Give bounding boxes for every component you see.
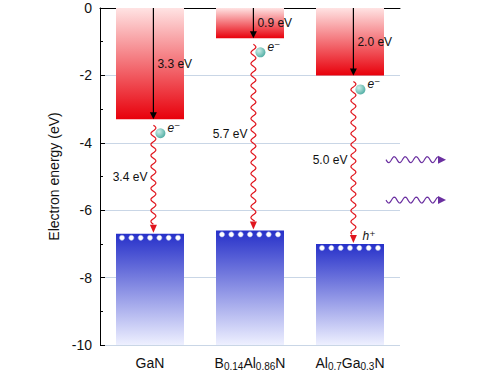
svg-text:Al: Al: [243, 355, 255, 371]
svg-text:3.4 eV: 3.4 eV: [113, 170, 148, 184]
svg-text:0.9 eV: 0.9 eV: [257, 16, 292, 30]
svg-text:e⁻: e⁻: [267, 40, 280, 54]
svg-text:5.7 eV: 5.7 eV: [213, 127, 248, 141]
svg-text:e⁻: e⁻: [367, 77, 380, 91]
svg-text:2.0 eV: 2.0 eV: [357, 35, 392, 49]
svg-text:-10: -10: [72, 337, 92, 353]
svg-text:0.3: 0.3: [361, 361, 375, 372]
svg-text:Ga: Ga: [342, 355, 361, 371]
svg-text:0.14: 0.14: [224, 361, 244, 372]
svg-text:0: 0: [84, 0, 92, 16]
svg-text:h⁺: h⁺: [363, 229, 376, 243]
svg-text:N: N: [374, 355, 384, 371]
svg-text:-2: -2: [80, 67, 93, 83]
svg-text:3.3 eV: 3.3 eV: [157, 57, 192, 71]
svg-text:e⁻: e⁻: [167, 121, 180, 135]
svg-text:0.86: 0.86: [256, 361, 276, 372]
svg-text:-4: -4: [80, 135, 93, 151]
svg-text:-6: -6: [80, 202, 93, 218]
svg-text:5.0 eV: 5.0 eV: [313, 153, 348, 167]
svg-text:B: B: [215, 355, 224, 371]
svg-text:GaN: GaN: [136, 355, 165, 371]
svg-text:N: N: [275, 355, 285, 371]
svg-text:Al: Al: [315, 355, 327, 371]
svg-text:-8: -8: [80, 270, 93, 286]
svg-text:Electron energy (eV): Electron energy (eV): [46, 112, 62, 240]
svg-text:0.7: 0.7: [328, 361, 342, 372]
